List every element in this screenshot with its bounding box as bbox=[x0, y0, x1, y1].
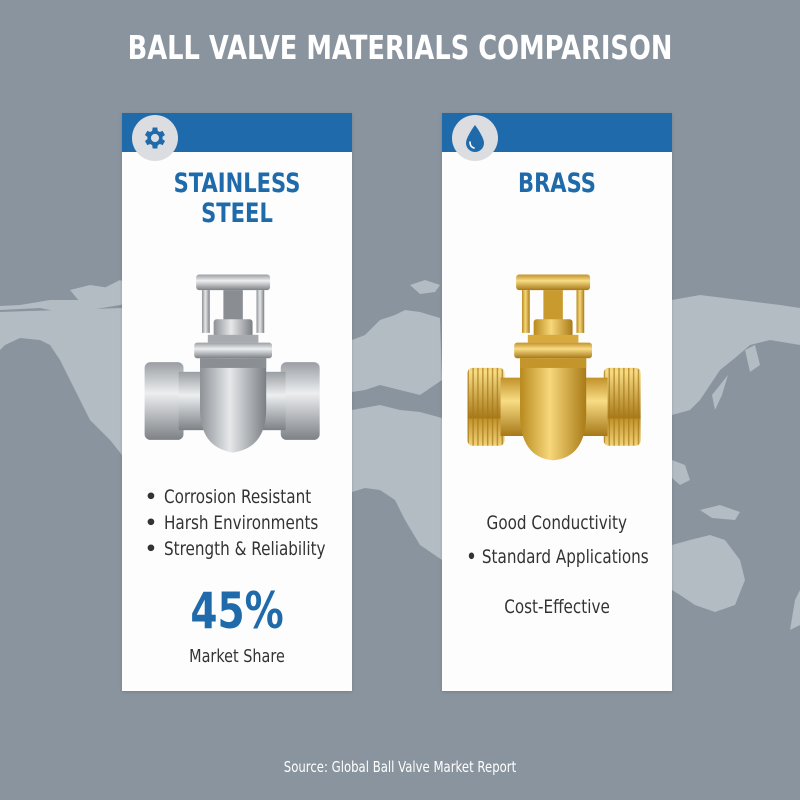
market-share-label: Market Share bbox=[189, 646, 285, 667]
market-share-value: 45% bbox=[190, 582, 284, 640]
feature-item: Cost-Effective bbox=[504, 596, 610, 618]
feature-item: • Harsh Environments bbox=[144, 512, 319, 534]
feature-item: • Strength & Reliability bbox=[144, 538, 326, 560]
stainless-steel-valve-image bbox=[144, 274, 320, 453]
gear-icon bbox=[132, 115, 178, 161]
card-title: BRASS bbox=[518, 168, 596, 199]
page-title: BALL VALVE MATERIALS COMPARISON bbox=[127, 28, 673, 67]
feature-item: • Corrosion Resistant bbox=[144, 486, 312, 508]
stainless-steel-card: STAINLESS STEEL bbox=[122, 113, 352, 691]
feature-item: • Standard Applications bbox=[466, 546, 649, 568]
source-citation: Source: Global Ball Valve Market Report bbox=[283, 758, 517, 776]
feature-list: • Corrosion Resistant • Harsh Environmen… bbox=[144, 484, 374, 562]
feature-item: Good Conductivity bbox=[486, 512, 628, 534]
card-title: STAINLESS STEEL bbox=[173, 168, 301, 229]
water-drop-icon bbox=[452, 115, 498, 161]
brass-card: BRASS bbox=[442, 113, 672, 691]
brass-valve-image bbox=[467, 274, 641, 461]
